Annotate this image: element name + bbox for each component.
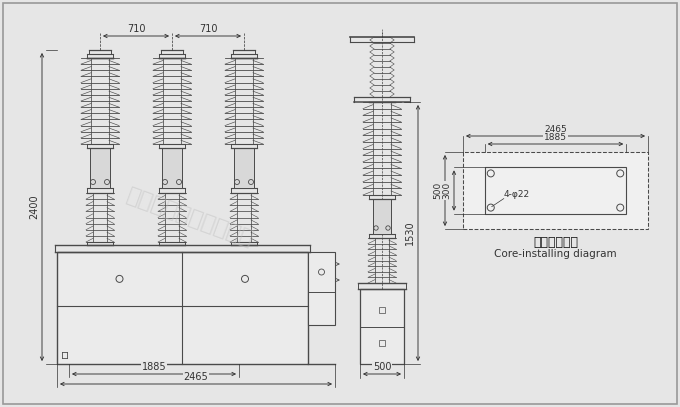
Text: 1885: 1885 — [544, 133, 567, 142]
Text: 710: 710 — [126, 24, 146, 34]
Text: 1885: 1885 — [141, 362, 167, 372]
Text: 1530: 1530 — [405, 221, 415, 245]
Bar — [57, 252, 308, 364]
Bar — [463, 152, 648, 229]
Text: 安装孔示意图: 安装孔示意图 — [533, 236, 578, 249]
Bar — [234, 148, 254, 188]
Bar — [360, 289, 404, 364]
Text: 2400: 2400 — [29, 195, 39, 219]
Bar — [308, 252, 335, 325]
Bar — [373, 199, 391, 234]
Bar — [90, 148, 110, 188]
Text: 710: 710 — [199, 24, 217, 34]
Text: 2465: 2465 — [544, 125, 567, 134]
Text: Core-installing diagram: Core-installing diagram — [494, 249, 617, 259]
Text: 500: 500 — [433, 182, 442, 199]
Text: 500: 500 — [373, 362, 391, 372]
Bar — [379, 340, 385, 346]
Bar — [379, 307, 385, 313]
Bar — [162, 148, 182, 188]
Text: 4-φ22: 4-φ22 — [504, 190, 530, 199]
Text: 上海永动电气有限公司: 上海永动电气有限公司 — [124, 185, 256, 249]
Text: 300: 300 — [442, 182, 451, 199]
Bar — [485, 167, 626, 214]
Text: 2465: 2465 — [184, 372, 208, 382]
